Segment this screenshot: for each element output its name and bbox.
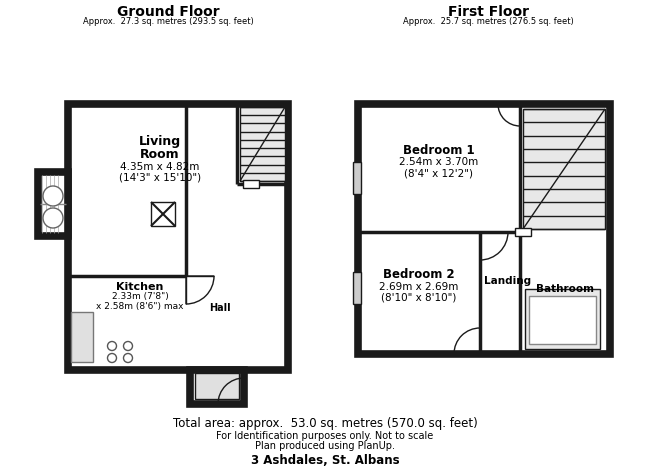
Bar xyxy=(68,104,288,370)
Text: Ground Floor: Ground Floor xyxy=(117,5,219,19)
Circle shape xyxy=(549,311,575,337)
Text: Approx.  27.3 sq. metres (293.5 sq. feet): Approx. 27.3 sq. metres (293.5 sq. feet) xyxy=(83,17,254,25)
Text: Landing: Landing xyxy=(484,276,532,286)
Text: 2.69m x 2.69m: 2.69m x 2.69m xyxy=(380,282,459,292)
Text: First Floor: First Floor xyxy=(447,5,528,19)
Circle shape xyxy=(107,354,116,362)
Text: x 2.58m (8'6") max: x 2.58m (8'6") max xyxy=(96,303,184,312)
Circle shape xyxy=(124,342,133,351)
Text: 4.35m x 4.82m: 4.35m x 4.82m xyxy=(120,162,200,172)
Text: Bedroom 2: Bedroom 2 xyxy=(384,269,455,281)
Bar xyxy=(71,312,93,362)
Bar xyxy=(195,373,239,399)
Bar xyxy=(243,180,259,188)
Text: Plan produced using PlanUp.: Plan produced using PlanUp. xyxy=(255,441,395,451)
Text: Hall: Hall xyxy=(209,303,231,313)
Circle shape xyxy=(124,354,133,362)
Bar xyxy=(353,162,361,194)
Circle shape xyxy=(43,208,63,228)
Bar xyxy=(38,172,68,236)
Bar xyxy=(515,228,531,236)
Bar xyxy=(190,370,244,404)
Bar xyxy=(358,104,610,354)
Circle shape xyxy=(43,186,63,206)
Bar xyxy=(353,272,361,304)
Bar xyxy=(525,289,600,349)
Text: For Identification purposes only. Not to scale: For Identification purposes only. Not to… xyxy=(216,431,434,441)
Text: 3 Ashdales, St. Albans: 3 Ashdales, St. Albans xyxy=(251,454,399,466)
Circle shape xyxy=(107,342,116,351)
Text: Bathroom: Bathroom xyxy=(536,284,594,294)
Text: Living: Living xyxy=(139,135,181,149)
Text: Room: Room xyxy=(140,147,180,160)
Text: (8'10" x 8'10"): (8'10" x 8'10") xyxy=(382,293,457,303)
Bar xyxy=(529,296,596,344)
Text: (14'3" x 15'10"): (14'3" x 15'10") xyxy=(119,173,201,183)
Text: 2.54m x 3.70m: 2.54m x 3.70m xyxy=(399,157,478,167)
Text: Total area: approx.  53.0 sq. metres (570.0 sq. feet): Total area: approx. 53.0 sq. metres (570… xyxy=(173,418,477,430)
Text: Kitchen: Kitchen xyxy=(116,282,164,292)
Bar xyxy=(240,107,285,181)
Text: Bedroom 1: Bedroom 1 xyxy=(403,143,474,157)
Text: Approx.  25.7 sq. metres (276.5 sq. feet): Approx. 25.7 sq. metres (276.5 sq. feet) xyxy=(402,17,573,25)
Bar xyxy=(523,109,605,229)
Text: 2.33m (7'8"): 2.33m (7'8") xyxy=(112,293,168,302)
Text: (8'4" x 12'2"): (8'4" x 12'2") xyxy=(404,168,473,178)
Bar xyxy=(151,202,175,226)
